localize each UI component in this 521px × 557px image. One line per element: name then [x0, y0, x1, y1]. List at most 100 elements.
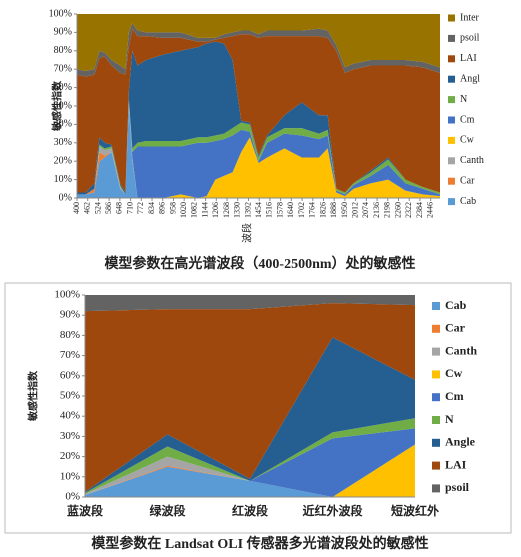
x-tick-label: 红波段	[232, 503, 269, 518]
y-tick-label: 50%	[54, 100, 72, 111]
x-tick-label: 近红外波段	[302, 503, 363, 518]
y-tick-label: 0%	[65, 491, 80, 503]
x-tick-label: 2384	[415, 202, 424, 218]
x-tick-label: 2260	[393, 202, 402, 218]
x-tick-label: 1950	[340, 202, 349, 218]
y-tick-label: 80%	[54, 45, 72, 56]
area	[85, 337, 415, 493]
legend-swatch	[448, 157, 455, 165]
area	[77, 14, 440, 72]
x-tick-label: 834	[147, 202, 156, 214]
legend-label: Canth	[460, 155, 484, 166]
legend-swatch	[432, 370, 440, 379]
x-tick-label: 710	[125, 202, 134, 214]
x-tick-label: 短波红外	[391, 503, 439, 518]
x-tick-label: 772	[136, 202, 145, 214]
y-tick-label: 80%	[60, 329, 80, 341]
legend-swatch	[448, 14, 455, 22]
x-tick-label: 462	[83, 202, 92, 214]
x-tick-label: 958	[168, 202, 177, 214]
x-tick-label: 1764	[308, 202, 317, 218]
area	[77, 23, 440, 77]
x-tick-label: 2136	[372, 202, 381, 218]
legend-swatch	[432, 324, 440, 333]
legend-swatch	[448, 177, 455, 185]
area	[77, 28, 440, 193]
chart-frame	[4, 282, 512, 534]
legend-swatch	[432, 393, 440, 402]
area	[77, 41, 440, 195]
area	[77, 102, 440, 198]
legend-label: Cab	[460, 196, 476, 207]
legend-swatch	[448, 136, 455, 144]
area	[77, 106, 440, 198]
x-tick-label: 2012	[350, 202, 359, 218]
legend-label: Angle	[445, 435, 476, 449]
x-tick-label: 绿波段	[149, 503, 186, 518]
area	[85, 418, 415, 494]
legend-swatch	[448, 198, 455, 206]
y-tick-label: 70%	[60, 349, 80, 361]
legend-label: Angl	[460, 73, 480, 84]
x-tick-label: 1516	[265, 202, 274, 218]
x-tick-label: 蓝波段	[67, 503, 104, 518]
legend-swatch	[432, 302, 440, 310]
legend-swatch	[448, 55, 455, 63]
x-tick-label: 2198	[383, 202, 392, 218]
legend-label: Cm	[460, 114, 475, 125]
x-tick-label: 1578	[275, 202, 284, 218]
legend-swatch	[432, 438, 440, 447]
x-tick-label: 896	[158, 202, 167, 214]
y-tick-label: 90%	[54, 27, 72, 38]
legend-label: Cw	[460, 135, 475, 146]
y-axis-label: 敏感性指数	[26, 370, 39, 422]
legend-label: LAI	[445, 457, 467, 471]
legend-swatch	[432, 461, 440, 470]
x-tick-label: 1640	[286, 202, 295, 218]
y-tick-label: 40%	[60, 410, 80, 422]
legend-label: psoil	[460, 33, 480, 44]
x-tick-label: 1826	[318, 202, 327, 218]
chart-caption: 模型参数在 Landsat OLI 传感器多光谱波段处的敏感性	[91, 535, 428, 552]
x-tick-label: 2446	[425, 202, 434, 218]
area	[85, 466, 415, 497]
x-tick-label: 400	[72, 202, 81, 214]
area	[77, 100, 440, 198]
y-axis-label: 敏感性指数	[50, 80, 63, 132]
y-tick-label: 20%	[60, 450, 80, 462]
y-tick-label: 0%	[59, 192, 72, 203]
y-tick-label: 90%	[60, 309, 80, 321]
area	[85, 428, 415, 497]
x-tick-label: 586	[104, 202, 113, 214]
legend-label: Canth	[445, 343, 477, 357]
x-tick-label: 1888	[329, 202, 338, 218]
y-tick-label: 60%	[60, 369, 80, 381]
y-tick-label: 10%	[54, 174, 72, 185]
legend-swatch	[448, 96, 455, 104]
legend-label: Cab	[445, 298, 467, 312]
legend-label: N	[460, 94, 467, 105]
x-tick-label: 1268	[222, 202, 231, 218]
y-tick-label: 30%	[54, 137, 72, 148]
legend-label: Car	[445, 321, 466, 335]
legend-label: Cm	[445, 389, 464, 403]
y-tick-label: 10%	[60, 470, 80, 482]
x-tick-label: 1144	[200, 202, 209, 218]
y-tick-label: 40%	[54, 119, 72, 130]
legend-label: LAI	[460, 53, 477, 64]
y-tick-label: 100%	[49, 8, 72, 19]
x-tick-label: 1330	[233, 202, 242, 218]
legend-label: N	[445, 412, 454, 426]
area	[85, 303, 415, 492]
legend-label: psoil	[445, 480, 470, 494]
y-tick-label: 50%	[60, 390, 80, 402]
x-tick-label: 648	[115, 202, 124, 214]
legend-swatch	[448, 34, 455, 42]
legend-label: Inter	[460, 12, 480, 23]
x-tick-label: 1454	[254, 202, 263, 218]
area	[85, 444, 415, 497]
legend-swatch	[432, 484, 440, 493]
y-tick-label: 30%	[60, 430, 80, 442]
x-tick-label: 1206	[211, 202, 220, 218]
